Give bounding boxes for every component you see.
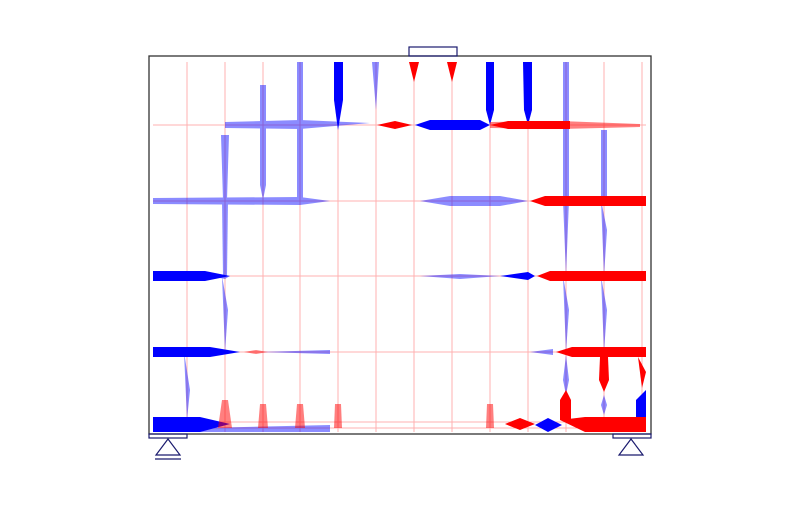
roller-support-icon <box>612 433 652 456</box>
structure-outline <box>148 55 652 435</box>
compression-members <box>153 62 646 432</box>
pin-support-icon <box>148 433 188 460</box>
load-plate-icon <box>408 46 458 57</box>
tension-members <box>218 62 646 432</box>
